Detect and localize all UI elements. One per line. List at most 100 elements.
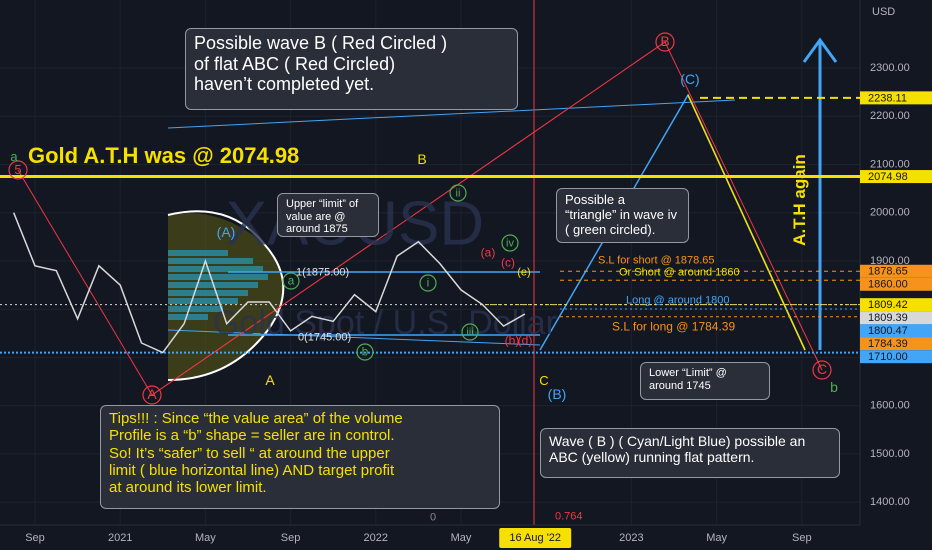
y-tick-label: 1500.00 bbox=[870, 448, 910, 460]
wave-label: a bbox=[288, 274, 295, 288]
wave-label: (a) bbox=[481, 246, 496, 260]
annotation-box: Lower “Limit” @ around 1745 bbox=[640, 362, 770, 400]
y-tick-label: 1400.00 bbox=[870, 496, 910, 508]
price-tag-label: 1710.00 bbox=[868, 351, 908, 363]
drawings bbox=[17, 0, 838, 525]
wave-label: (B) bbox=[548, 386, 567, 402]
price-tag bbox=[860, 324, 932, 338]
price-tag bbox=[860, 311, 932, 325]
wave-label: (b) bbox=[505, 334, 520, 348]
price-tag-label: 1809.39 bbox=[868, 312, 908, 324]
label-circle bbox=[282, 272, 300, 290]
wave-label: C bbox=[539, 373, 548, 388]
wave-label: b bbox=[362, 345, 369, 359]
yellow-projection bbox=[687, 94, 806, 351]
x-tick-label: Sep bbox=[25, 532, 45, 544]
wave-label: iv bbox=[506, 237, 514, 249]
wave-label: b bbox=[830, 379, 838, 395]
wave-label: A bbox=[265, 372, 275, 388]
label-circle bbox=[812, 360, 832, 380]
annotation-text: at around its lower limit. bbox=[109, 479, 267, 496]
annotation-text: Wave ( B ) ( Cyan/Light Blue) possible a… bbox=[549, 433, 806, 449]
chart-title: Gold A.T.H was @ 2074.98 bbox=[28, 143, 299, 168]
annotation-text: around 1875 bbox=[286, 223, 348, 236]
price-tag-label: 2238.11 bbox=[868, 92, 907, 104]
wave-label: S.L for short @ 1878.65 bbox=[598, 254, 715, 266]
y-tick-label: 2000.00 bbox=[870, 207, 910, 219]
price-tag bbox=[860, 298, 932, 312]
wave-label: 1(1875.00) bbox=[296, 266, 349, 278]
annotation-text: Tips!!! : Since “the value area” of the … bbox=[109, 410, 403, 427]
x-tick-label: Sep bbox=[281, 532, 301, 544]
wave-label: Long @ around 1800 bbox=[626, 294, 730, 306]
annotation-text: Profile is a “b” shape = seller are in c… bbox=[109, 427, 395, 445]
x-tick-label: May bbox=[451, 532, 472, 544]
y-tick-label: 2200.00 bbox=[870, 110, 910, 122]
price-tag bbox=[860, 337, 932, 351]
label-circle bbox=[419, 274, 437, 292]
price-tag bbox=[860, 264, 932, 278]
x-tick-label: May bbox=[195, 532, 216, 544]
label-circle bbox=[8, 160, 28, 180]
x-tick-label: 2022 bbox=[364, 532, 388, 544]
annotation-text: Lower “Limit” @ bbox=[649, 367, 727, 379]
wave-label: i bbox=[427, 276, 430, 290]
wave-label: ii bbox=[456, 187, 461, 199]
crosshair-date-tag bbox=[499, 528, 572, 548]
label-circle bbox=[449, 184, 467, 202]
wave-label: (d) bbox=[518, 334, 533, 348]
price-tag-label: 1809.42 bbox=[868, 299, 908, 311]
wave-label: 0(1745.00) bbox=[298, 331, 351, 343]
price-tag-label: 1800.47 bbox=[868, 325, 908, 337]
annotation-text: value are @ bbox=[286, 210, 346, 223]
annotation-box: Upper “limit” of value are @ around 1875 bbox=[277, 193, 379, 237]
wave-label: B bbox=[660, 33, 669, 49]
label-circle bbox=[142, 385, 162, 405]
value-area-outline bbox=[167, 210, 285, 381]
wave-label: iii bbox=[466, 326, 473, 338]
annotation-text: Upper “limit” of bbox=[286, 198, 359, 210]
y-tick-label: 2100.00 bbox=[870, 158, 910, 170]
annotation-text: around 1745 bbox=[649, 379, 711, 392]
wave-label: 0.764 bbox=[555, 510, 583, 522]
label-circle bbox=[461, 323, 479, 341]
price-line bbox=[13, 212, 526, 354]
annotation-text: Possible wave B ( Red Circled ) bbox=[194, 33, 448, 53]
channel-line bbox=[167, 329, 541, 346]
channel-line bbox=[167, 99, 736, 129]
wave-label: Or Short @ around 1860 bbox=[619, 266, 740, 278]
price-tag-label: 1860.00 bbox=[868, 279, 908, 291]
wave-label: 0 bbox=[430, 511, 436, 523]
label-circle bbox=[655, 32, 675, 52]
annotation-box: Wave ( B ) ( Cyan/Light Blue) possible a… bbox=[540, 428, 840, 478]
price-tag-label: 2074.98 bbox=[868, 171, 908, 183]
y-tick-label: 2300.00 bbox=[870, 62, 910, 74]
annotation-text: of flat ABC ( Red Circled) bbox=[194, 53, 396, 74]
wave-label: C bbox=[817, 361, 827, 377]
x-tick-label: 2021 bbox=[108, 532, 132, 544]
wave-label: (A) bbox=[217, 224, 236, 240]
y-tick-label: 1900.00 bbox=[870, 255, 910, 267]
wave-label: A bbox=[147, 386, 157, 402]
wave-label: S.L for long @ 1784.39 bbox=[612, 320, 735, 334]
price-tag-label: 1878.65 bbox=[868, 266, 908, 278]
price-tag bbox=[860, 277, 932, 291]
annotation-text: Possible a bbox=[565, 192, 625, 207]
wave-label: a bbox=[10, 149, 18, 164]
x-tick-label: May bbox=[706, 532, 727, 544]
annotation-box: Possible wave B ( Red Circled ) of flat A… bbox=[185, 28, 518, 110]
wave-label: (C) bbox=[680, 71, 699, 87]
x-tick-label: Sep bbox=[792, 532, 812, 544]
annotation-text: ABC (yellow) running flat pattern. bbox=[549, 449, 755, 466]
ath-arrow-head bbox=[802, 37, 838, 63]
label-circle bbox=[356, 343, 374, 361]
wave-line bbox=[151, 41, 666, 396]
y-axis-label: USD bbox=[872, 6, 895, 18]
annotation-box: Tips!!! : Since “the value area” of the … bbox=[100, 405, 500, 509]
x-tick-label: 2023 bbox=[619, 532, 643, 544]
annotation-text: So! It’s “safer” to sell “ at around the… bbox=[109, 444, 390, 462]
annotation-box: Possible a “triangle” in wave iv( green c… bbox=[556, 188, 689, 243]
annotation-text: haven’t completed yet. bbox=[194, 74, 375, 95]
annotation-text: “triangle” in wave iv bbox=[565, 206, 677, 222]
